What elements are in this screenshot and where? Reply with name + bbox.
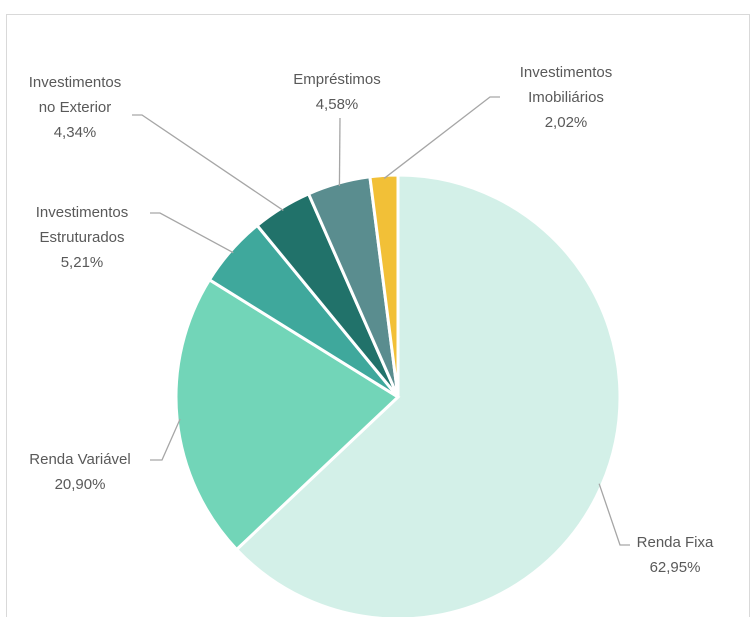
slice-label: Investimentos Estruturados bbox=[35, 204, 129, 246]
pie-slice bbox=[174, 277, 401, 552]
slice-label: Renda Fixa bbox=[636, 534, 714, 551]
pie-slice bbox=[368, 173, 400, 398]
slice-label: Renda Variável bbox=[29, 451, 131, 468]
leader-line bbox=[150, 418, 181, 461]
slice-value: 2,02% bbox=[544, 114, 588, 131]
slice-value: 5,21% bbox=[60, 254, 104, 271]
slice-label: Investimentos no Exterior bbox=[28, 74, 122, 116]
slice-value: 62,95% bbox=[649, 559, 701, 576]
slice-label: Empréstimos bbox=[293, 71, 381, 88]
leader-line bbox=[383, 96, 500, 179]
leader-line bbox=[150, 212, 234, 254]
pie-slice bbox=[234, 173, 622, 617]
leader-line bbox=[598, 483, 630, 546]
slice-value: 4,58% bbox=[315, 96, 359, 113]
slice-label: Investimentos Imobiliários bbox=[519, 64, 613, 106]
leader-line bbox=[132, 114, 284, 211]
chart-frame bbox=[6, 14, 750, 617]
leader-line bbox=[338, 117, 341, 186]
slice-value: 4,34% bbox=[53, 124, 97, 141]
slice-value: 20,90% bbox=[54, 476, 106, 493]
